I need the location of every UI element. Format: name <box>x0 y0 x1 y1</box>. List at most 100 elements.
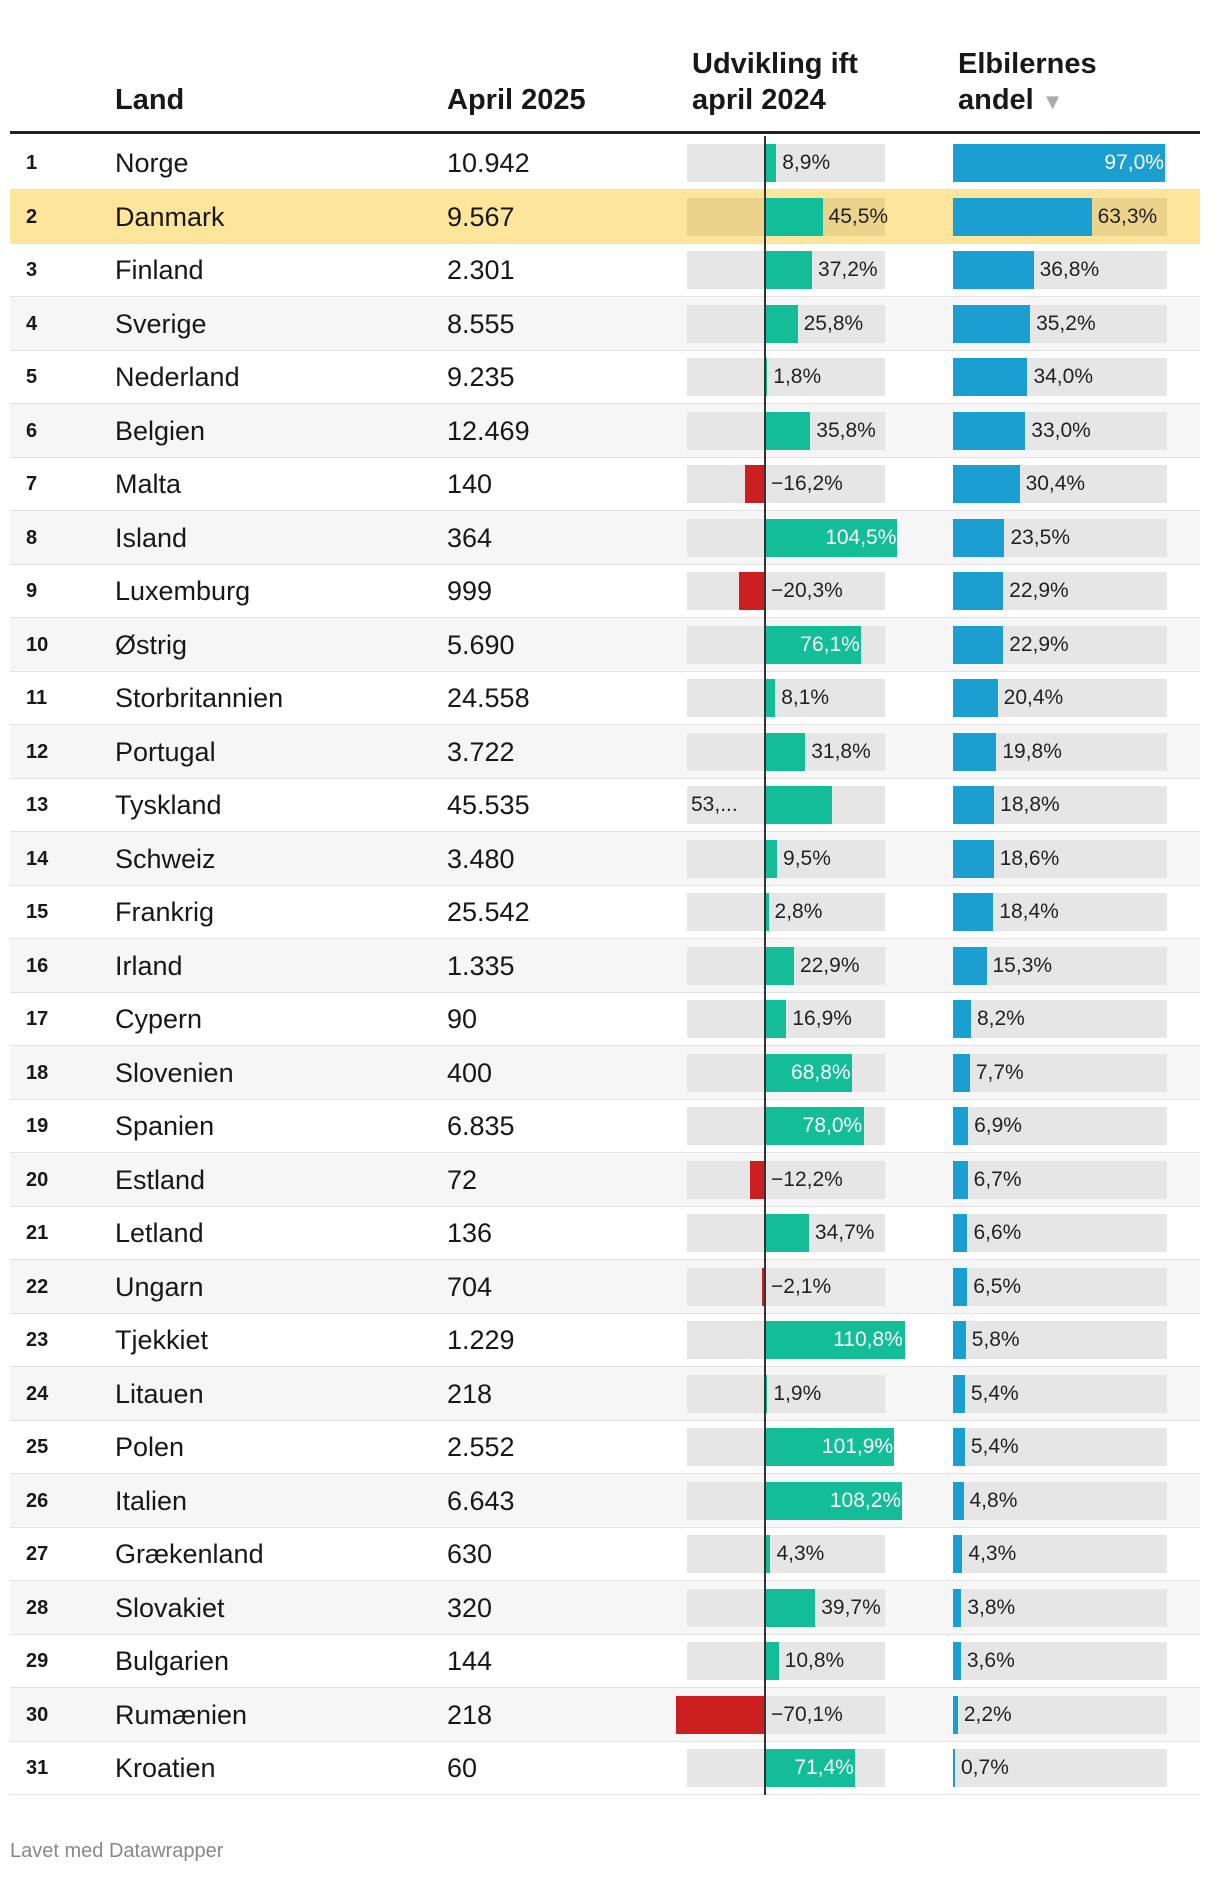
andel-track <box>953 625 1167 664</box>
andel-track <box>953 251 1167 289</box>
andel-bar <box>953 1695 958 1734</box>
table-row: 27 Grækenland 630 4,3% 4,3% <box>10 1527 1200 1581</box>
andel-bar <box>953 1749 955 1787</box>
col-header-april[interactable]: April 2025 <box>447 84 586 116</box>
udvikling-label: −20,3% <box>771 579 843 602</box>
udvikling-track <box>687 251 885 289</box>
andel-label: 4,3% <box>968 1542 1017 1565</box>
rank-cell: 3 <box>26 259 38 281</box>
udvikling-track <box>687 1374 885 1413</box>
rank-cell: 26 <box>26 1489 49 1512</box>
rank-cell: 31 <box>26 1757 49 1779</box>
table-row: 1 Norge 10.942 8,9% 97,0% <box>10 136 1200 190</box>
rank-cell: 9 <box>26 580 38 602</box>
april-2025-cell: 630 <box>447 1539 493 1569</box>
andel-track <box>953 786 1167 824</box>
andel-label: 36,8% <box>1039 258 1100 281</box>
zero-line <box>764 617 766 672</box>
country-cell: Tjekkiet <box>115 1325 209 1355</box>
zero-line <box>764 1259 766 1314</box>
zero-line <box>764 189 766 244</box>
andel-label: 5,4% <box>970 1381 1019 1405</box>
udvikling-label: 31,8% <box>811 739 871 763</box>
andel-bar <box>953 625 1004 664</box>
udvikling-bar <box>765 1749 856 1787</box>
zero-line <box>764 992 766 1046</box>
rank-cell: 23 <box>26 1329 49 1351</box>
april-2025-cell: 144 <box>447 1646 493 1676</box>
table-row: 6 Belgien 12.469 35,8% 33,0% <box>10 403 1200 458</box>
zero-line <box>764 778 766 832</box>
udvikling-bar <box>765 1374 768 1413</box>
udvikling-track <box>687 572 885 610</box>
udvikling-label: 8,9% <box>782 151 831 174</box>
april-2025-cell: 6.835 <box>447 1111 515 1141</box>
andel-label: 2,2% <box>963 1702 1012 1726</box>
udvikling-track <box>687 358 885 396</box>
country-cell: Storbritannien <box>115 683 284 713</box>
zero-line <box>764 1420 766 1474</box>
udvikling-track <box>687 1642 885 1680</box>
udvikling-track <box>687 1107 885 1145</box>
table-row: 11 Storbritannien 24.558 8,1% 20,4% <box>10 671 1200 725</box>
april-2025-cell: 1.335 <box>447 950 515 981</box>
rank-cell: 19 <box>26 1115 49 1137</box>
table-row: 28 Slovakiet 320 39,7% 3,8% <box>10 1580 1200 1635</box>
andel-track <box>953 946 1167 985</box>
rank-cell: 15 <box>26 901 49 923</box>
andel-label: 22,9% <box>1009 579 1069 602</box>
col-header-andel[interactable]: Elbilernes andel ▼ <box>958 46 1097 120</box>
andel-track <box>953 1321 1167 1359</box>
zero-line <box>764 510 766 565</box>
zero-line <box>764 564 766 618</box>
udvikling-bar <box>765 1642 779 1680</box>
table-row: 13 Tyskland 45.535 53,... 18,8% <box>10 778 1200 832</box>
andel-label: 4,8% <box>969 1488 1018 1512</box>
udvikling-track <box>687 732 885 771</box>
country-cell: Kroatien <box>115 1753 216 1783</box>
andel-track <box>953 1695 1167 1734</box>
andel-label: 33,0% <box>1031 418 1091 442</box>
zero-line <box>764 403 766 458</box>
zero-line <box>764 1473 766 1528</box>
udvikling-track <box>687 1321 906 1359</box>
col-header-land[interactable]: Land <box>115 84 185 116</box>
zero-line <box>764 724 766 779</box>
andel-label: 18,6% <box>999 846 1060 870</box>
rank-cell: 12 <box>26 740 49 763</box>
country-cell: Polen <box>115 1432 185 1462</box>
footer-credit[interactable]: Lavet med Datawrapper <box>10 1840 224 1862</box>
zero-line <box>764 1687 766 1742</box>
udvikling-bar <box>765 1107 864 1145</box>
udvikling-bar <box>765 144 777 182</box>
udvikling-bar <box>765 1321 906 1359</box>
zero-line <box>764 885 766 939</box>
rank-cell: 2 <box>26 205 38 228</box>
udvikling-bar <box>765 1588 816 1627</box>
zero-line <box>764 671 766 725</box>
udvikling-track <box>687 839 885 878</box>
andel-track <box>953 1000 1167 1038</box>
andel-label: 18,8% <box>1000 793 1060 816</box>
rank-cell: 29 <box>26 1650 49 1672</box>
sort-down-icon[interactable]: ▼ <box>1041 89 1064 114</box>
country-cell: Litauen <box>115 1378 204 1409</box>
zero-line <box>764 1099 766 1153</box>
table-row: 20 Estland 72 −12,2% 6,7% <box>10 1152 1200 1207</box>
udvikling-label: 108,2% <box>829 1488 902 1512</box>
andel-track <box>953 144 1167 182</box>
col-header-udvikling-line1: Udvikling ift <box>692 48 858 80</box>
rank-cell: 8 <box>26 526 38 549</box>
col-header-udvikling[interactable]: Udvikling ift april 2024 <box>692 46 858 118</box>
udvikling-label: 39,7% <box>821 1595 881 1619</box>
country-cell: Irland <box>115 950 183 981</box>
country-cell: Finland <box>115 255 204 285</box>
april-2025-cell: 90 <box>447 1004 478 1034</box>
andel-bar <box>953 411 1026 450</box>
andel-track <box>953 1374 1167 1413</box>
country-cell: Island <box>115 522 188 553</box>
udvikling-bar <box>765 197 823 236</box>
april-2025-cell: 136 <box>447 1218 493 1248</box>
andel-track <box>953 1749 1167 1787</box>
udvikling-bar <box>765 358 768 396</box>
